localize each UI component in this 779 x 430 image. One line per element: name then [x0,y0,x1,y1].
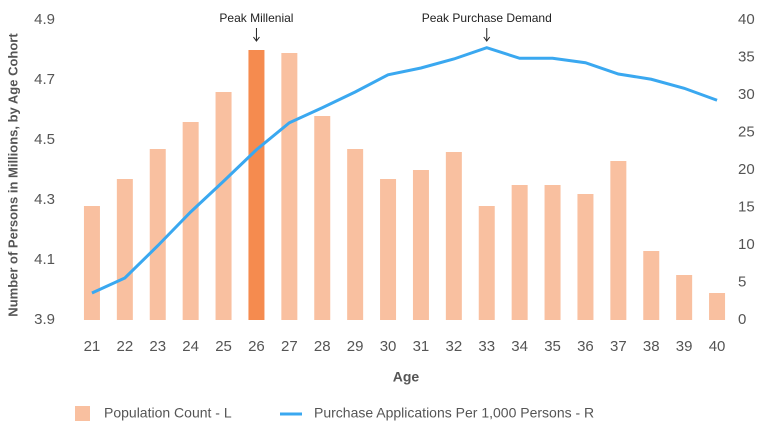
bar [577,194,594,320]
bar [511,185,528,320]
bar [709,293,726,320]
bar [445,152,462,320]
bar [676,275,693,320]
y2-tick-label: 25 [738,123,755,140]
y-tick-label: 4.1 [34,251,55,268]
y2-tick-label: 35 [738,48,755,65]
x-tick-label: 25 [215,338,232,355]
x-axis-label: Age [393,369,420,385]
y2-tick-label: 0 [738,311,746,328]
y2-tick-label: 30 [738,86,755,103]
y-tick-label: 3.9 [34,311,55,328]
bar [215,92,232,320]
x-tick-label: 35 [544,338,561,355]
y-tick-label: 4.3 [34,191,55,208]
annotation-arrowhead [253,36,260,42]
x-tick-label: 29 [347,338,364,355]
x-tick-label: 39 [676,338,693,355]
x-tick-label: 36 [577,338,594,355]
x-tick-label: 21 [84,338,101,355]
y2-tick-label: 20 [738,161,755,178]
bar [380,179,397,320]
bar [281,53,298,320]
bar [149,149,166,320]
annotation: Peak Millenial [219,11,293,25]
y-axis-label: Number of Persons in Millions, by Age Co… [5,33,20,317]
x-tick-label: 26 [248,338,265,355]
x-tick-label: 24 [182,338,199,355]
x-tick-label: 31 [413,338,430,355]
y2-tick-label: 40 [738,11,755,28]
x-tick-label: 38 [643,338,660,355]
annotation-arrowhead [483,36,491,42]
y2-tick-label: 10 [738,236,755,253]
legend-label: Purchase Applications Per 1,000 Persons … [314,405,594,421]
y2-tick-label: 5 [738,273,746,290]
x-tick-label: 32 [446,338,463,355]
x-tick-label: 30 [380,338,397,355]
x-tick-label: 27 [281,338,298,355]
bar [116,179,133,320]
annotation: Peak Purchase Demand [422,11,552,25]
bar [412,170,429,320]
bar [478,206,495,320]
legend-swatch [75,406,90,421]
x-tick-label: 28 [314,338,331,355]
bar [314,116,331,320]
x-tick-label: 37 [610,338,627,355]
x-tick-label: 33 [478,338,495,355]
y2-tick-label: 15 [738,198,755,215]
bar [347,149,364,320]
y-tick-label: 4.9 [34,11,55,28]
y-tick-label: 4.5 [34,131,55,148]
x-tick-label: 23 [149,338,166,355]
line [91,46,718,295]
x-tick-label: 22 [117,338,134,355]
bar [544,185,561,320]
x-tick-label: 40 [709,338,726,355]
bar [83,206,100,320]
bar [248,50,265,320]
legend-label: Population Count - L [104,405,232,421]
bar [643,251,660,320]
x-tick-label: 34 [511,338,528,355]
bar [182,122,199,320]
bar [610,161,627,320]
y-tick-label: 4.7 [34,71,55,88]
